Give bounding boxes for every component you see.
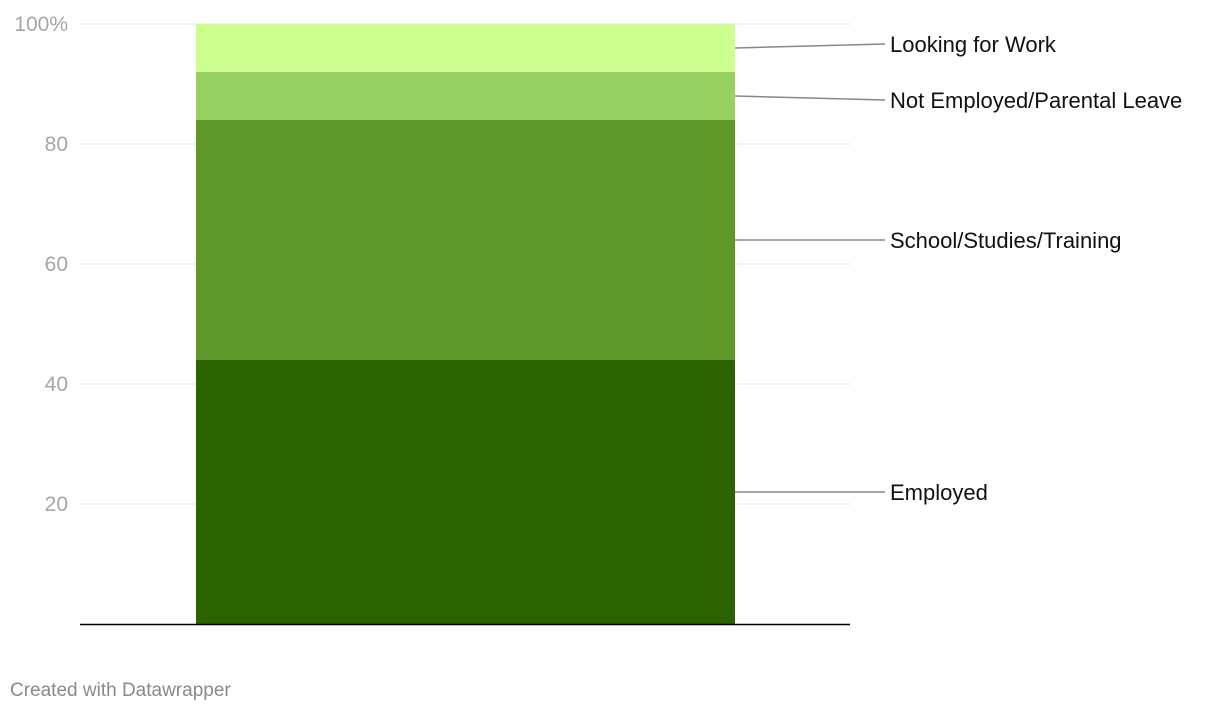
- y-tick-label: 60: [45, 253, 68, 276]
- y-tick-label: 40: [45, 373, 68, 396]
- series-labels: Employed School/Studies/Training Not Emplo…: [890, 32, 1182, 505]
- y-tick-labels: 20 40 60 80 100%: [14, 13, 68, 516]
- bar-segment-employed: [196, 360, 735, 624]
- bar-segments: [196, 24, 735, 624]
- y-tick-label: 80: [45, 133, 68, 156]
- bar-segment-school-studies-training: [196, 120, 735, 360]
- series-label-looking-for-work: Looking for Work: [890, 32, 1057, 57]
- y-tick-label: 20: [45, 493, 68, 516]
- label-leader-lines: [734, 43, 886, 493]
- bar-segment-looking-for-work: [196, 24, 735, 72]
- bar-segment-not-employed-parental-leave: [196, 72, 735, 120]
- datawrapper-credit: Created with Datawrapper: [10, 680, 231, 701]
- leader-line: [734, 43, 886, 49]
- series-label-school-studies-training: School/Studies/Training: [890, 228, 1122, 253]
- y-tick-label: 100%: [14, 13, 68, 36]
- series-label-employed: Employed: [890, 480, 988, 505]
- leader-line: [734, 95, 886, 101]
- series-label-not-employed-parental-leave: Not Employed/Parental Leave: [890, 88, 1182, 113]
